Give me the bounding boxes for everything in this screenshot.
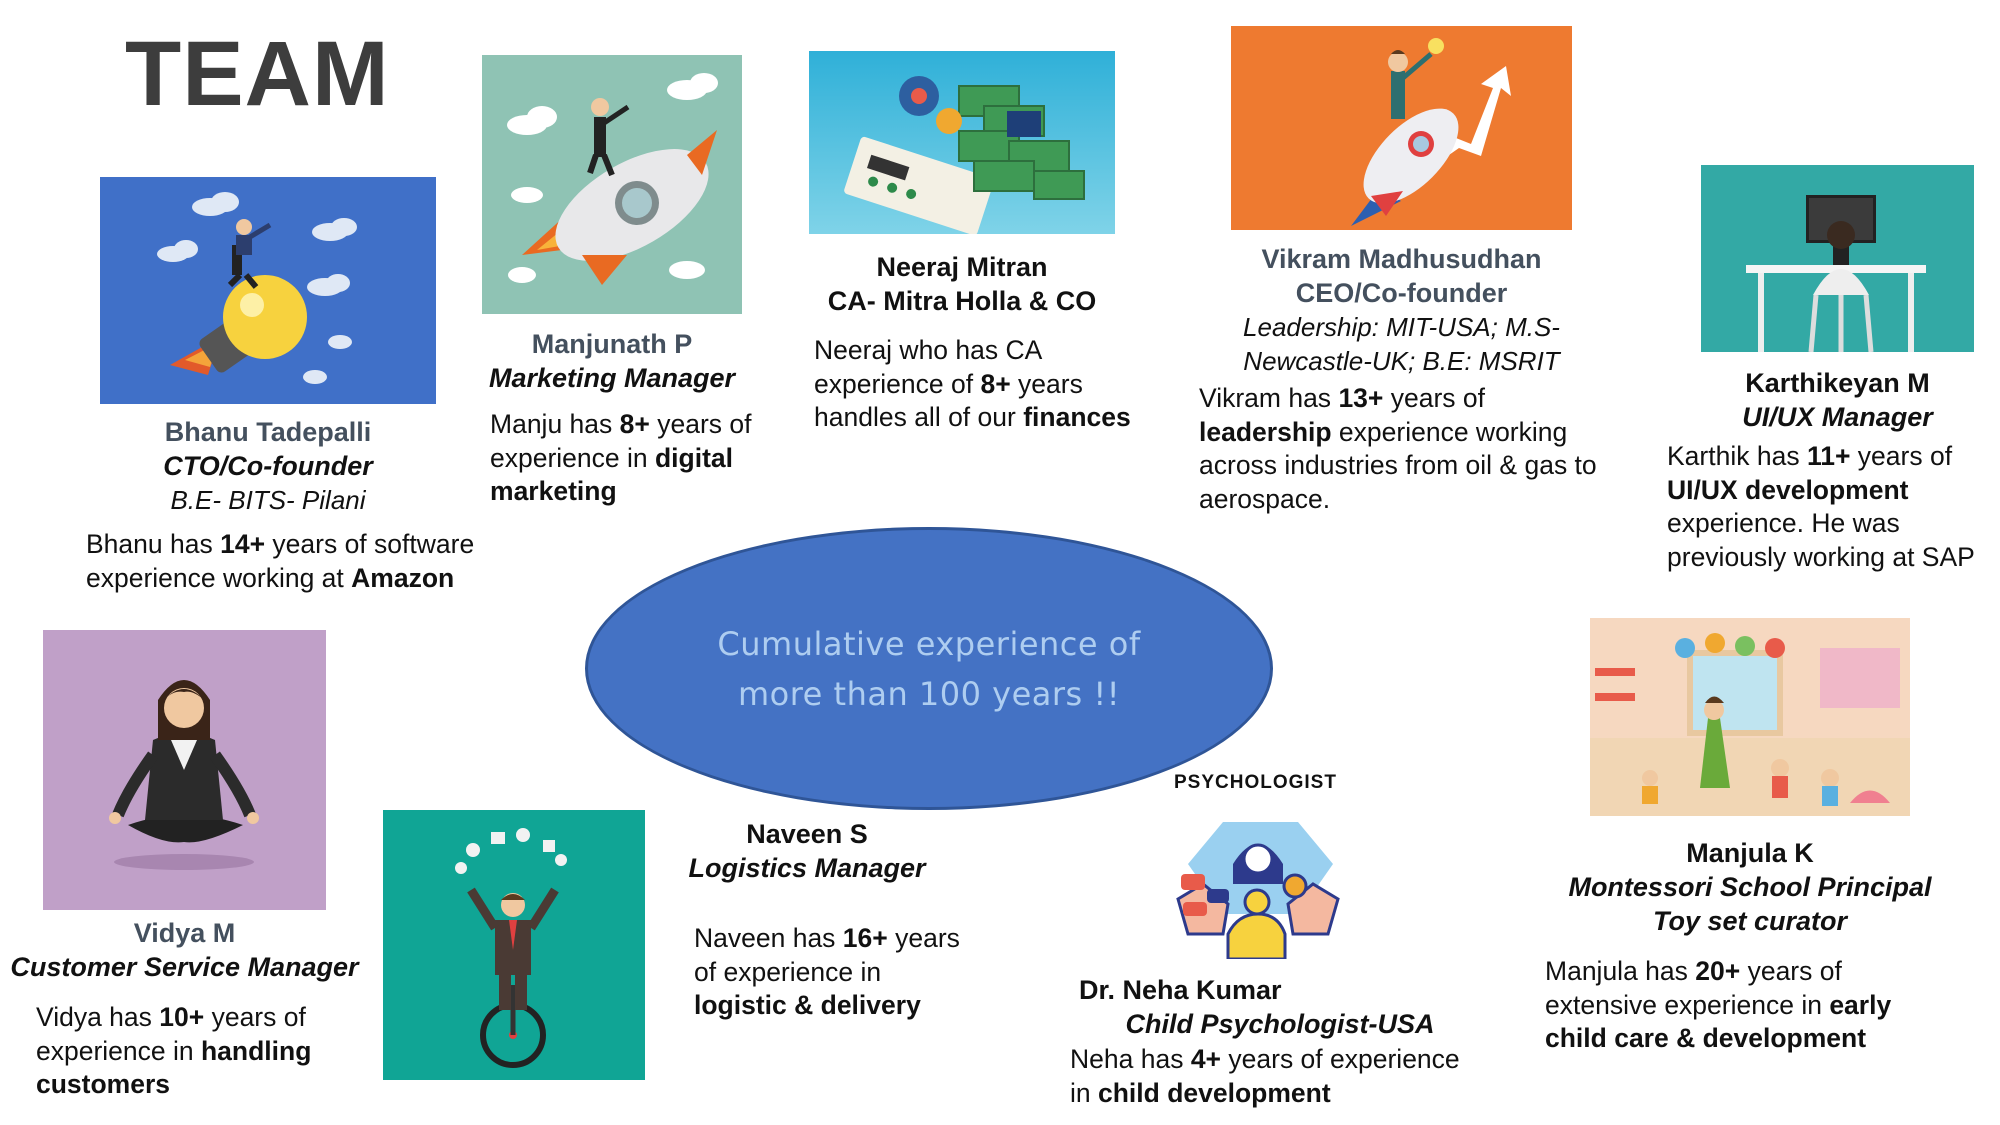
vidya-role: Customer Service Manager [10,952,359,982]
vidya-name: Vidya M [133,918,236,948]
bhanu-role: CTO/Co-founder [163,451,373,481]
classroom-icon [1590,618,1910,816]
manjunath-name: Manjunath P [531,329,693,359]
rocket-lightbulb-icon [100,177,436,404]
bhanu-education: B.E- BITS- Pilani [170,485,366,515]
page-title: TEAM [125,23,390,125]
karthikeyan-role: UI/UX Manager [1742,402,1933,432]
desk-designer-icon [1701,165,1974,352]
manjunath-description: Manju has 8+ years of experience in digi… [490,409,752,506]
vikram-education-2: Newcastle-UK; B.E: MSRIT [1243,346,1560,376]
meditation-woman-icon [43,630,326,910]
naveen-role: Logistics Manager [688,853,926,883]
vidya-description: Vidya has 10+ years of experience in han… [36,1002,312,1099]
neeraj-name: Neeraj Mitran [876,252,1048,282]
karthikeyan-name: Karthikeyan M [1745,368,1930,398]
money-tax-icon [809,51,1115,234]
karthikeyan-description: Karthik has 11+ years of UI/UX developme… [1667,441,1975,572]
bhanu-description: Bhanu has 14+ years of software experien… [86,529,475,593]
vikram-education-1: Leadership: MIT-USA; M.S- [1243,312,1560,342]
neeraj-description: Neeraj who has CA experience of 8+ years… [814,335,1131,432]
vikram-role: CEO/Co-founder [1295,278,1508,308]
bhanu-name: Bhanu Tadepalli [164,417,372,447]
neha-description: Neha has 4+ years of experience in child… [1070,1044,1460,1108]
psychologist-icon [1173,804,1343,959]
vikram-description: Vikram has 13+ years of leadership exper… [1199,383,1597,514]
rocket-businessman-icon [482,55,742,314]
neeraj-role: CA- Mitra Holla & CO [827,286,1097,316]
rocket-growth-icon [1231,26,1572,230]
callout-line-2: more than 100 years !! [737,674,1121,713]
vikram-name: Vikram Madhusudhan [1261,244,1542,274]
manjula-role-2: Toy set curator [1652,906,1848,936]
manjunath-role: Marketing Manager [488,363,736,393]
neha-name: Dr. Neha Kumar [1079,975,1282,1005]
naveen-name: Naveen S [746,819,868,849]
juggler-unicycle-icon [383,810,645,1080]
naveen-description: Naveen has 16+ years of experience in lo… [694,923,960,1020]
manjula-description: Manjula has 20+ years of extensive exper… [1545,956,1892,1053]
cumulative-experience-callout: Cumulative experience of more than 100 y… [585,527,1273,810]
manjula-role-1: Montessori School Principal [1568,872,1932,902]
manjula-name: Manjula K [1686,838,1814,868]
callout-line-1: Cumulative experience of [717,624,1141,663]
psychologist-label: PSYCHOLOGIST [1174,772,1337,793]
neha-role: Child Psychologist-USA [1125,1009,1435,1039]
